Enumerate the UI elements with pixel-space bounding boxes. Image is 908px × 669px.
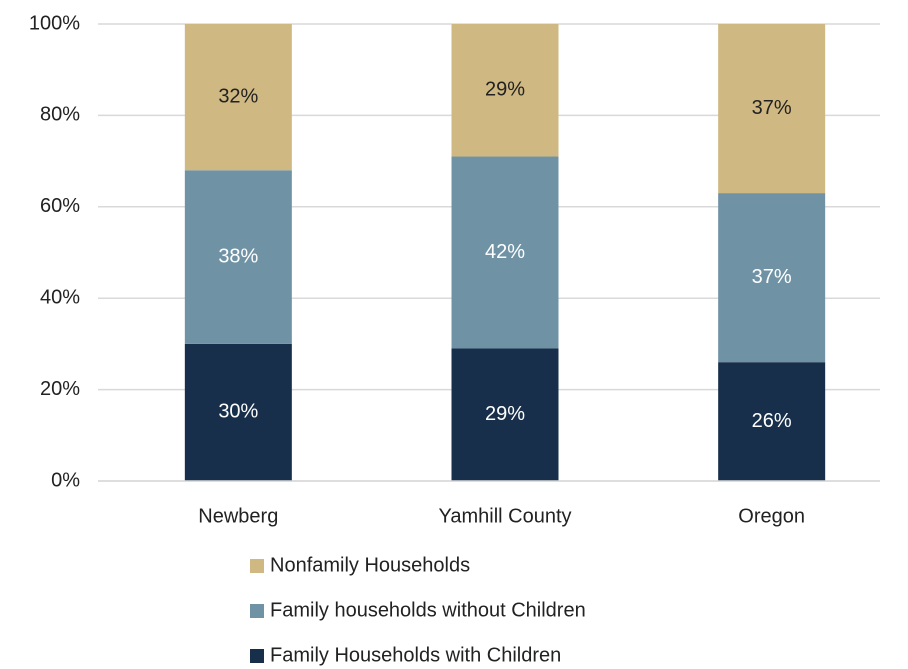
y-tick-label: 80% [40, 104, 80, 126]
x-tick-label: Yamhill County [438, 505, 571, 527]
legend-label: Family households without Children [270, 599, 586, 621]
data-label: 32% [218, 85, 258, 107]
y-tick-label: 40% [40, 286, 80, 308]
data-label: 37% [752, 97, 792, 119]
bar-segment [184, 170, 292, 344]
legend-label: Family Households with Children [270, 644, 561, 666]
data-label: 37% [752, 266, 792, 288]
x-tick-label: Newberg [198, 505, 278, 527]
y-tick-label: 20% [40, 378, 80, 400]
y-tick-label: 60% [40, 195, 80, 217]
y-tick-label: 0% [51, 469, 80, 491]
data-label: 42% [485, 241, 525, 263]
data-label: 38% [218, 245, 258, 267]
bar-segment [718, 24, 826, 194]
data-label: 26% [752, 410, 792, 432]
x-tick-label: Oregon [738, 505, 805, 527]
bar-segment [718, 362, 826, 481]
legend-swatch [250, 559, 264, 573]
data-label: 29% [485, 79, 525, 101]
bar-segment [451, 24, 559, 157]
data-label: 30% [218, 401, 258, 423]
legend-label: Nonfamily Households [270, 554, 470, 576]
bar-segment [451, 348, 559, 481]
bar-segment [184, 24, 292, 171]
legend-swatch [250, 604, 264, 618]
data-label: 29% [485, 403, 525, 425]
bar-segment [718, 193, 826, 363]
bar-segment [184, 343, 292, 481]
legend-swatch [250, 649, 264, 663]
bar-segment [451, 156, 559, 349]
y-tick-label: 100% [29, 12, 80, 34]
